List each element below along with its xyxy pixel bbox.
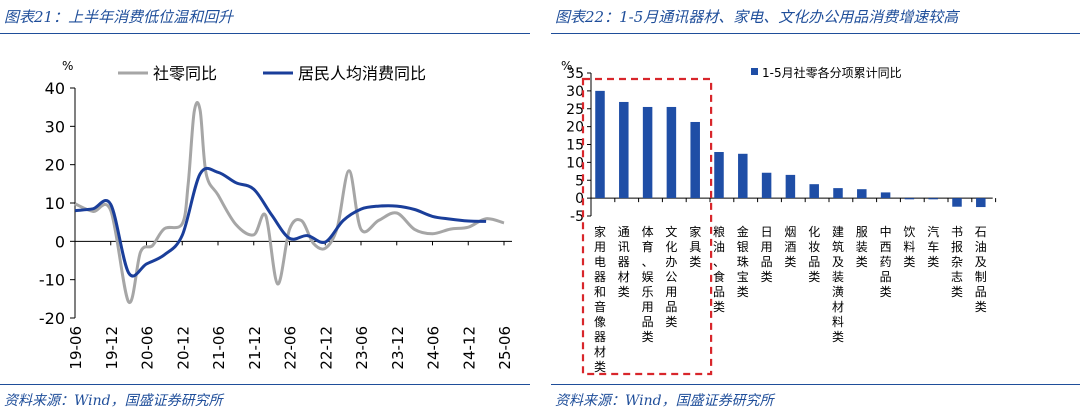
bar	[833, 188, 843, 199]
legend-label: 1-5月社零各分项累计同比	[762, 65, 902, 80]
bar	[928, 198, 938, 200]
bar	[761, 172, 772, 199]
left-bottom-rule	[0, 384, 530, 385]
bar	[642, 106, 653, 199]
bar	[880, 192, 891, 199]
right-bottom-rule	[551, 384, 1080, 385]
bar	[690, 121, 700, 199]
legend-label: 社零同比	[153, 64, 217, 83]
x-tick-label: 19-06	[67, 326, 85, 370]
x-category-label: 体育、娱乐用品类	[642, 225, 654, 344]
x-category-label: 服装类	[856, 225, 868, 269]
bar	[904, 198, 915, 200]
x-category-label: 石油及制品类	[975, 225, 987, 314]
x-tick-label: 20-12	[174, 326, 192, 370]
y-tick-label: 0	[55, 232, 65, 251]
x-category-label: 家用电器和音像器材类	[594, 224, 606, 374]
x-category-label: 金银珠宝类	[737, 224, 749, 299]
x-tick-label: 23-12	[389, 326, 407, 370]
bar	[619, 101, 629, 199]
left-top-rule	[0, 33, 530, 34]
y-tick-label: 25	[566, 102, 584, 118]
bar	[976, 198, 986, 208]
right-top-rule	[551, 33, 1080, 34]
bar	[952, 198, 962, 207]
right-source-note: 资料来源：Wind，国盛证券研究所	[555, 393, 774, 409]
y-tick-label: 20	[45, 156, 65, 175]
bar	[738, 153, 748, 199]
y-tick-label: 30	[566, 84, 584, 100]
x-category-label: 化妆品类	[808, 225, 820, 284]
x-tick-label: 23-06	[353, 326, 371, 370]
x-tick-label: 21-12	[246, 326, 264, 370]
x-tick-label: 22-12	[317, 326, 335, 370]
x-category-label: 汽车类	[927, 224, 939, 269]
y-unit-label: %	[62, 59, 73, 73]
x-tick-label: 21-06	[210, 326, 228, 370]
y-tick-label: 20	[566, 120, 584, 136]
highlight-box	[581, 77, 713, 376]
x-category-label: 粮油、食品类	[713, 224, 725, 314]
left-source-note: 资料来源：Wind，国盛证券研究所	[4, 393, 223, 409]
left-chart-panel: 图表21：上半年消费低位温和回升 % -20 -10 0 10 20 30 40 19-06 19…	[0, 0, 530, 419]
x-tick-label: 25-06	[496, 326, 514, 370]
bar	[595, 90, 605, 199]
x-tick-label: 19-12	[103, 326, 121, 370]
y-tick-label: -20	[39, 309, 65, 328]
y-tick-label: 0	[575, 191, 584, 207]
x-category-label: 建筑及装潢材料类	[832, 225, 844, 344]
y-tick-label: -10	[39, 271, 65, 290]
y-tick-label: 15	[566, 138, 584, 154]
y-tick-label: -5	[570, 209, 584, 225]
x-category-label: 书报杂志类	[951, 225, 963, 299]
x-tick-label: 20-06	[139, 326, 157, 370]
bar	[666, 106, 677, 199]
series-line-per-capita-consumption	[74, 166, 487, 278]
x-category-label: 通讯器材类	[618, 225, 630, 299]
bar	[857, 189, 867, 199]
bar	[714, 152, 724, 199]
legend-swatch	[751, 68, 758, 75]
y-tick-label: 10	[45, 194, 65, 213]
bar	[809, 184, 819, 199]
x-tick-label: 24-12	[460, 326, 478, 370]
y-tick-label: 35	[566, 66, 584, 82]
x-tick-label: 24-06	[425, 326, 443, 370]
y-unit-label: %	[561, 59, 572, 73]
x-category-label: 烟酒类	[784, 225, 796, 269]
line-chart: % -20 -10 0 10 20 30 40 19-06 19-12 20-06 20-12 21-0…	[39, 59, 514, 370]
x-category-label: 中西药品类	[880, 224, 892, 299]
x-category-label: 文化办公用品类	[665, 224, 677, 329]
legend-label: 居民人均消费同比	[298, 64, 426, 83]
y-tick-label: 30	[45, 117, 65, 136]
bar	[785, 174, 796, 199]
bar-chart: %-505101520253035家用电器和音像器材类通讯器材类体育、娱乐用品类…	[561, 59, 997, 376]
y-tick-label: 5	[575, 173, 584, 189]
right-chart-panel: 图表22：1-5月通讯器材、家电、文化办公用品消费增速较高 % -5 0 5 10 15 2…	[551, 0, 1080, 419]
x-category-label: 家具类	[689, 224, 701, 269]
left-chart-title: 图表21：上半年消费低位温和回升	[4, 8, 234, 26]
x-tick-label: 22-06	[282, 326, 300, 370]
x-category-label: 日用品类	[761, 225, 773, 284]
y-tick-label: 40	[45, 79, 65, 98]
y-tick-label: 10	[566, 155, 584, 171]
right-chart-title: 图表22：1-5月通讯器材、家电、文化办公用品消费增速较高	[555, 8, 959, 26]
x-category-label: 饮料类	[903, 225, 915, 269]
series-line-retail-sales	[74, 101, 505, 304]
